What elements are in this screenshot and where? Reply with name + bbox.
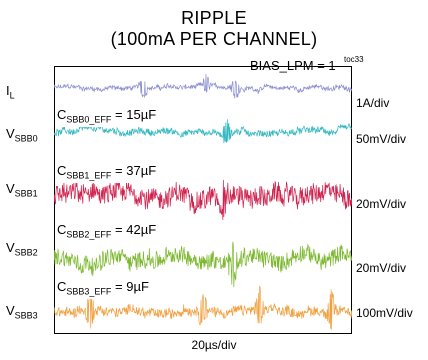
scale-label-vsbb3: 100mV/div — [356, 306, 413, 320]
cap-label-sub: SBB0_EFF — [66, 114, 112, 125]
cap-label-value: = 37µF — [111, 163, 157, 178]
cap-label-value: = 42µF — [111, 222, 157, 237]
channel-label-main: I — [6, 83, 10, 98]
channel-label-sub: SBB0 — [14, 133, 38, 144]
channel-label-main: V — [6, 126, 15, 141]
cap-label-value: = 9µF — [111, 279, 149, 294]
scale-label-il: 1A/div — [356, 96, 390, 110]
trace-vsbb3 — [54, 285, 352, 330]
bias-lpm-note: BIAS_LPM = 1 — [250, 58, 336, 73]
scope-traces — [54, 74, 352, 330]
channel-label-main: V — [6, 303, 15, 318]
channel-label-sub: SBB2 — [14, 247, 38, 258]
x-axis-scale-label: 20µs/div — [191, 338, 237, 352]
cap-label-sbb2: CSBB2_EFF = 42µF — [55, 222, 159, 242]
cap-label-sub: SBB1_EFF — [66, 170, 112, 181]
scale-label-vsbb0: 50mV/div — [356, 132, 407, 146]
cap-label-sub: SBB3_EFF — [66, 286, 112, 297]
cap-label-sbb3: CSBB3_EFF = 9µF — [55, 280, 151, 299]
cap-label-sbb1: CSBB1_EFF = 37µF — [55, 163, 159, 183]
channel-label-main: V — [6, 240, 15, 255]
cap-label-main: C — [57, 163, 67, 178]
figure-id: toc33 — [344, 55, 364, 64]
chart-title-line-1: RIPPLE — [181, 8, 247, 28]
channel-label-vsbb1: VSBB1 — [6, 182, 38, 201]
cap-label-main: C — [57, 107, 67, 122]
cap-label-sub: SBB2_EFF — [66, 229, 112, 240]
channel-label-vsbb0: VSBB0 — [6, 127, 38, 146]
trace-il — [54, 74, 352, 99]
cap-label-main: C — [57, 279, 67, 294]
scale-label-vsbb1: 20mV/div — [356, 197, 407, 211]
channel-label-sub: SBB1 — [14, 188, 38, 199]
channel-label-il: IL — [6, 84, 15, 103]
channel-label-vsbb2: VSBB2 — [6, 241, 38, 260]
trace-vsbb0 — [54, 119, 352, 144]
chart-title-line-2: (100mA PER CHANNEL) — [110, 29, 318, 49]
trace-vsbb1 — [54, 179, 352, 220]
channel-label-sub: L — [9, 90, 15, 101]
channel-label-vsbb3: VSBB3 — [6, 304, 38, 323]
channel-label-sub: SBB3 — [14, 310, 38, 321]
cap-label-sbb0: CSBB0_EFF = 15µF — [55, 107, 159, 127]
channel-label-main: V — [6, 181, 15, 196]
trace-vsbb2 — [54, 241, 352, 288]
scale-label-vsbb2: 20mV/div — [356, 261, 407, 275]
cap-label-main: C — [57, 222, 67, 237]
cap-label-value: = 15µF — [111, 107, 157, 122]
